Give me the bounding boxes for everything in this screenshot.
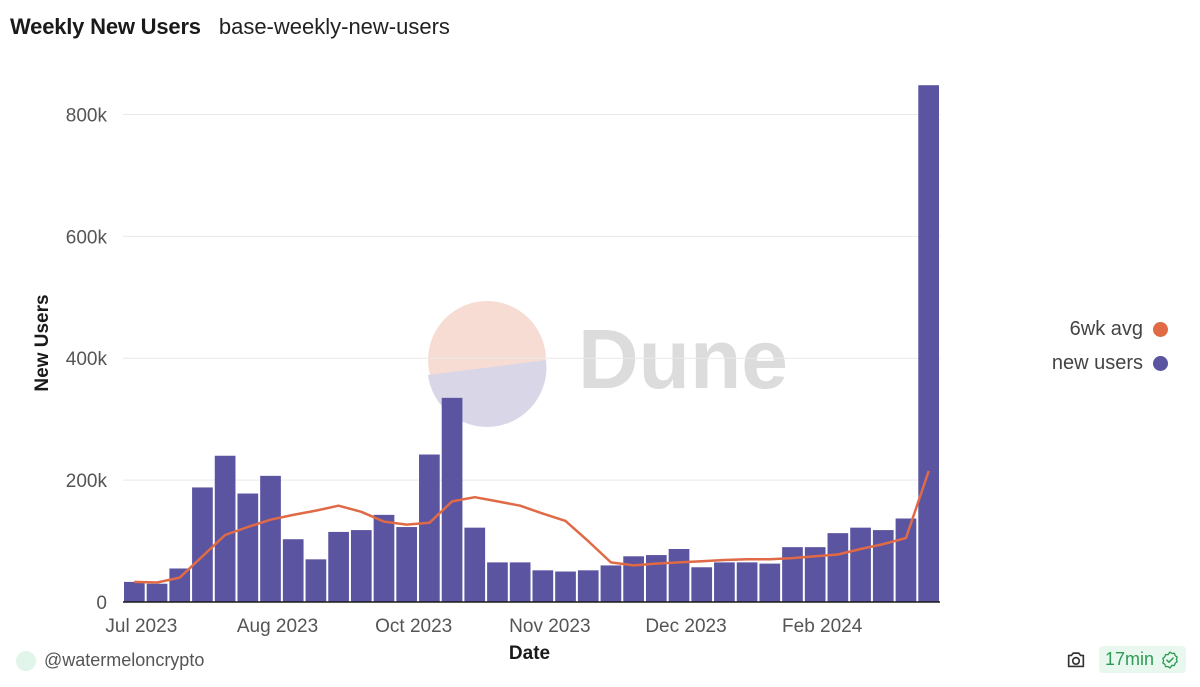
bar bbox=[464, 527, 486, 602]
bar bbox=[237, 493, 259, 602]
avatar bbox=[16, 650, 36, 671]
grid-lines bbox=[123, 113, 940, 481]
x-tick-label: Aug 2023 bbox=[237, 616, 318, 637]
bar bbox=[714, 562, 735, 602]
bar bbox=[373, 514, 395, 602]
author-link[interactable]: @watermeloncrypto bbox=[16, 650, 204, 671]
bar bbox=[668, 548, 690, 602]
y-axis-label: New Users bbox=[32, 294, 53, 391]
x-tick-label: Oct 2023 bbox=[375, 616, 452, 637]
chart-header: Weekly New Users base-weekly-new-users bbox=[10, 14, 450, 44]
y-tick-label: 0 bbox=[96, 593, 107, 614]
legend-label-new-users: new users bbox=[1051, 351, 1143, 374]
camera-icon[interactable] bbox=[1065, 649, 1087, 671]
bar bbox=[487, 562, 508, 602]
avg-line bbox=[134, 470, 930, 584]
bar bbox=[146, 583, 168, 602]
legend-dot-icon bbox=[1153, 355, 1168, 371]
bar bbox=[827, 533, 849, 602]
x-tick-label: Dec 2023 bbox=[645, 616, 726, 637]
legend-dot-icon bbox=[1153, 321, 1168, 337]
bar bbox=[396, 527, 418, 602]
refresh-badge[interactable]: 17min bbox=[1098, 646, 1186, 673]
watermark-text: Dune bbox=[578, 312, 788, 406]
axes: 0 200k 400k 600k 800k Jul 2023 Aug 2023 Oct 202… bbox=[32, 105, 940, 664]
x-tick-label: Feb 2024 bbox=[782, 616, 863, 637]
chart-title: Weekly New Users bbox=[10, 14, 201, 39]
bar bbox=[169, 568, 191, 602]
bar bbox=[441, 397, 463, 602]
bar bbox=[759, 563, 781, 602]
bar bbox=[328, 531, 349, 602]
bar bbox=[645, 555, 667, 602]
bar bbox=[577, 570, 599, 602]
bar bbox=[282, 539, 304, 602]
bar bbox=[260, 475, 281, 602]
legend-item-6wk-avg[interactable]: 6wk avg bbox=[1052, 312, 1168, 346]
bar bbox=[419, 454, 440, 602]
y-tick-label: 400k bbox=[66, 349, 108, 370]
bar bbox=[623, 556, 644, 602]
bar bbox=[895, 518, 917, 602]
x-tick-label: Nov 2023 bbox=[509, 616, 590, 637]
refresh-age: 17min bbox=[1104, 649, 1154, 669]
author-name: @watermeloncrypto bbox=[44, 650, 205, 670]
bar bbox=[192, 487, 213, 602]
bar bbox=[305, 559, 327, 602]
bar bbox=[555, 571, 576, 602]
footer-actions: 17min bbox=[1065, 646, 1186, 673]
query-name: base-weekly-new-users bbox=[218, 14, 450, 39]
bar bbox=[509, 562, 531, 602]
legend-item-new-users[interactable]: new users bbox=[1052, 346, 1168, 380]
bar bbox=[804, 547, 826, 602]
bar bbox=[600, 565, 622, 602]
y-tick-label: 600k bbox=[66, 227, 108, 248]
bar bbox=[918, 85, 939, 603]
bar bbox=[736, 562, 758, 602]
bar bbox=[350, 530, 372, 602]
y-tick-label: 800k bbox=[66, 105, 108, 126]
bar bbox=[214, 455, 236, 602]
y-tick-label: 200k bbox=[66, 471, 108, 492]
legend: 6wk avg new users bbox=[1052, 312, 1168, 380]
x-axis-label: Date bbox=[509, 643, 550, 664]
line-series bbox=[134, 470, 930, 584]
x-tick-label: Jul 2023 bbox=[105, 616, 177, 637]
legend-label-6wk-avg: 6wk avg bbox=[1069, 317, 1143, 340]
bar bbox=[124, 581, 145, 602]
bar bbox=[850, 527, 871, 602]
bar-series bbox=[124, 85, 939, 603]
bar bbox=[532, 570, 554, 602]
bar bbox=[782, 547, 803, 602]
dune-watermark: Dune bbox=[428, 301, 788, 427]
check-badge-icon bbox=[1162, 650, 1178, 669]
bar bbox=[872, 530, 894, 602]
bar bbox=[691, 567, 713, 602]
